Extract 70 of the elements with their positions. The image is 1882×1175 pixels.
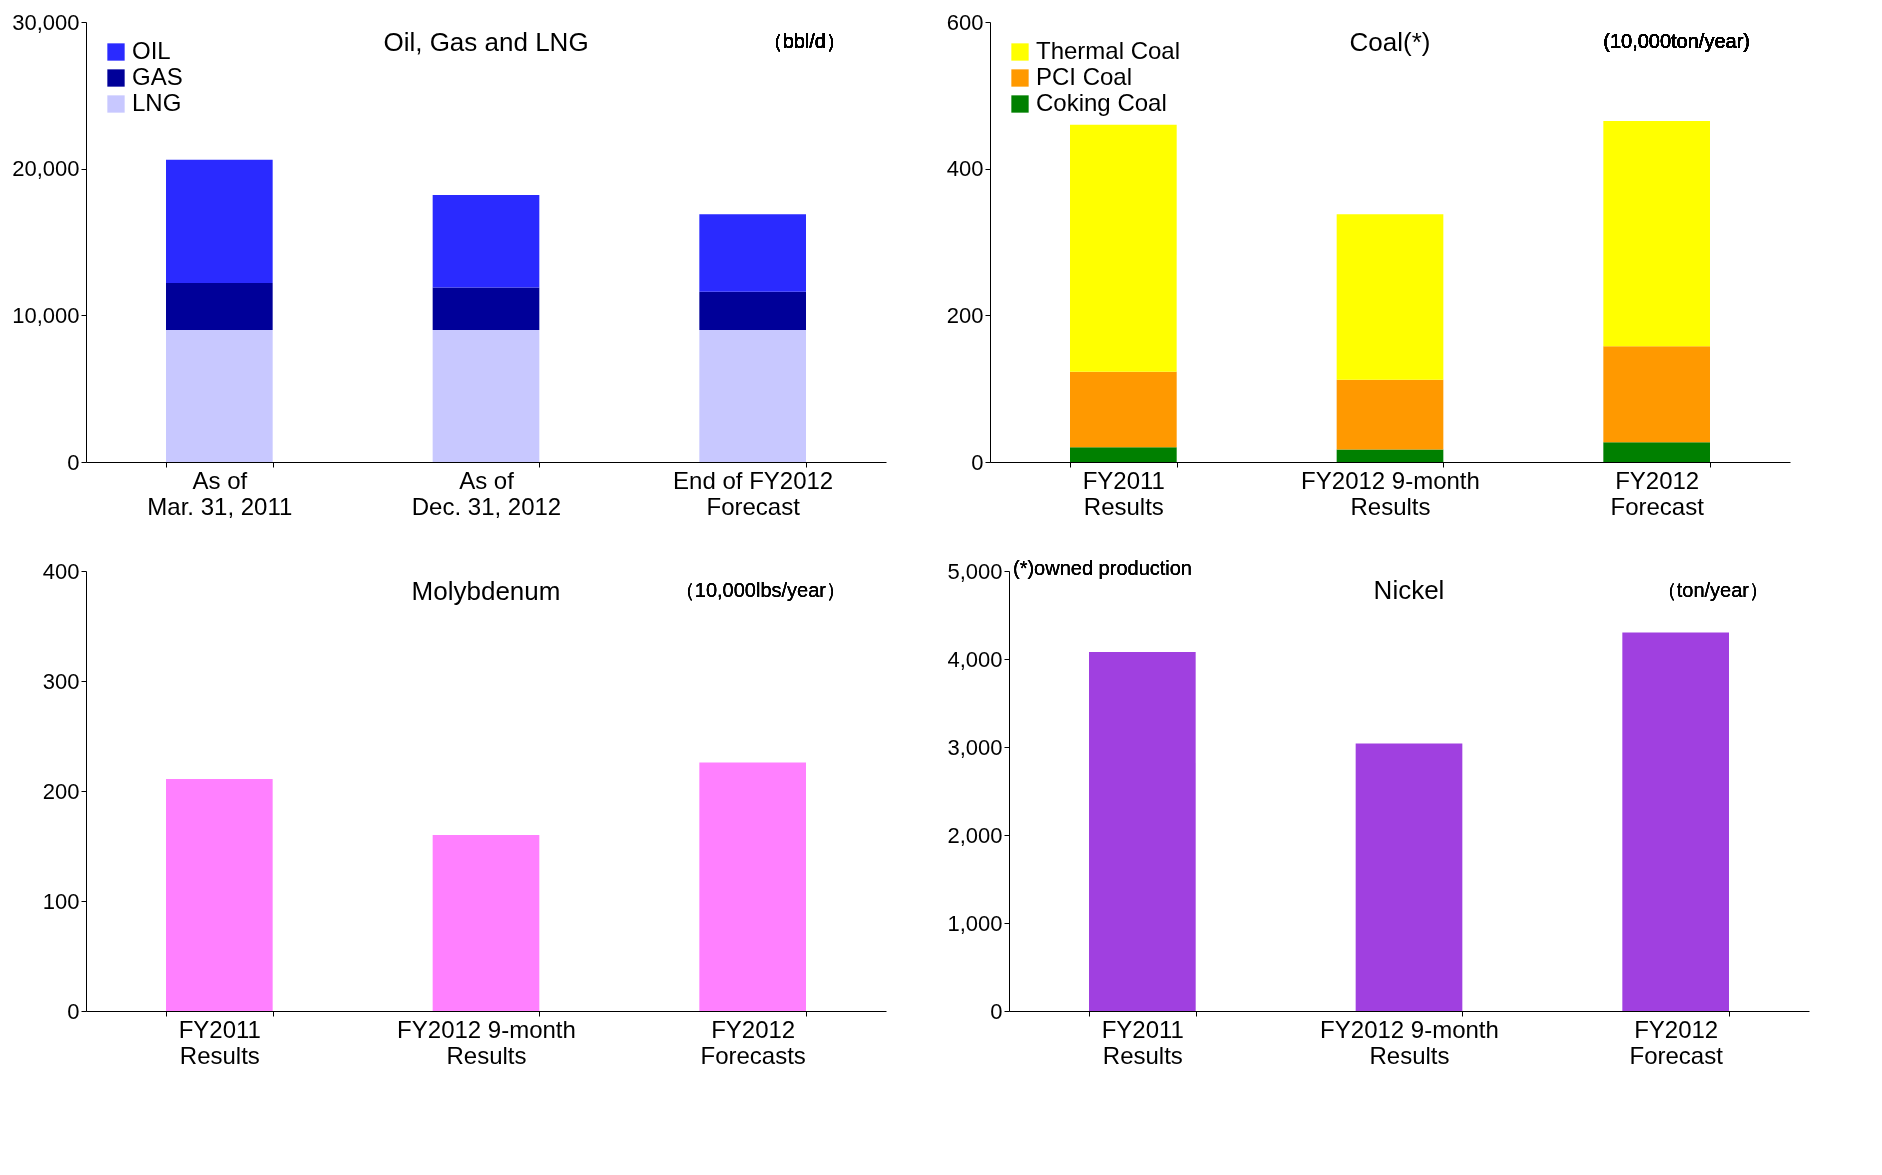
bar	[1336, 449, 1444, 462]
bar	[166, 778, 273, 1011]
chart-title: Nickel	[1373, 575, 1445, 605]
x-tick-label: End of FY2012 Forecast	[673, 466, 834, 520]
chart-title: Coal(*)	[1349, 27, 1431, 57]
annotation: （ton/year）	[1656, 579, 1769, 601]
x-tick-label: As of Mar. 31, 2011	[147, 466, 293, 520]
y-tick-label: 600	[946, 9, 984, 35]
y-tick-label: 3,000	[947, 734, 1003, 760]
bar	[432, 835, 540, 1011]
legend-label: OIL	[132, 37, 171, 64]
x-tick-label: FY2011 Results	[178, 1015, 261, 1069]
y-tick-label: 2,000	[947, 822, 1003, 848]
bar	[432, 330, 540, 462]
bar	[166, 159, 273, 284]
y-tick-label: 1,000	[947, 910, 1003, 936]
y-tick-label: 100	[42, 888, 80, 914]
bar	[1622, 632, 1729, 1011]
y-tick-label: 200	[42, 778, 80, 804]
x-tick-label: FY2012 Forecast	[1629, 1015, 1724, 1069]
x-tick-label: FY2012 9-month Results	[397, 1015, 576, 1069]
bar	[1070, 371, 1177, 448]
x-tick-label: FY2012 9-month Results	[1320, 1015, 1499, 1069]
y-tick-label: 300	[42, 668, 80, 694]
bar	[1603, 121, 1710, 347]
legend-label: LNG	[132, 89, 182, 116]
bar	[1355, 743, 1463, 1011]
x-tick-label: FY2012 9-month Results	[1301, 466, 1480, 520]
y-tick-label: 20,000	[12, 156, 80, 182]
bar	[1336, 379, 1444, 450]
annotation: (*)owned production	[1013, 557, 1192, 579]
y-tick-label: 400	[946, 156, 984, 182]
y-tick-label: 30,000	[12, 9, 80, 35]
annotation: （10,000lbs/year）	[674, 579, 846, 601]
y-tick-label: 10,000	[12, 302, 80, 328]
x-tick-label: FY2011 Results	[1101, 1015, 1184, 1069]
bar	[699, 762, 806, 1011]
x-tick-label: FY2012 Forecast	[1610, 466, 1705, 520]
y-tick-label: 5,000	[947, 558, 1003, 584]
bar	[699, 214, 806, 292]
bar	[699, 330, 806, 462]
x-tick-label: FY2012 Forecasts	[700, 1015, 806, 1069]
y-tick-label: 4,000	[947, 646, 1003, 672]
y-tick-label: 0	[67, 998, 80, 1024]
bar	[166, 283, 273, 330]
bar	[1603, 442, 1710, 462]
bar	[1603, 346, 1710, 443]
legend-label: GAS	[132, 63, 183, 90]
bar	[432, 287, 540, 330]
y-tick-label: 0	[971, 449, 984, 475]
bar	[166, 330, 273, 462]
chart-title: Molybdenum	[411, 576, 561, 606]
annotation: （bbl/d）	[762, 30, 846, 52]
y-tick-label: 0	[990, 998, 1003, 1024]
chart-title: Oil, Gas and LNG	[383, 27, 589, 57]
y-tick-label: 400	[42, 558, 80, 584]
bar	[1089, 651, 1196, 1011]
legend-label: PCI Coal	[1036, 63, 1133, 90]
x-tick-label: As of Dec. 31, 2012	[411, 466, 562, 520]
annotation: (10,000ton/year)	[1603, 30, 1750, 52]
legend-label: Thermal Coal	[1036, 37, 1181, 64]
y-tick-label: 0	[67, 449, 80, 475]
bar	[432, 195, 540, 288]
bar	[1070, 124, 1177, 372]
bar	[1336, 214, 1444, 380]
legend-label: Coking Coal	[1036, 89, 1167, 116]
bar	[1070, 447, 1177, 462]
y-tick-label: 200	[946, 302, 984, 328]
x-tick-label: FY2011 Results	[1082, 466, 1165, 520]
bar	[699, 291, 806, 330]
